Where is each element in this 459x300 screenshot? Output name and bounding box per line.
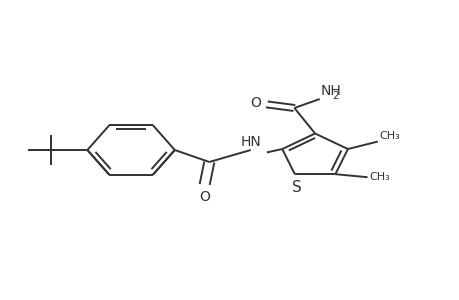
Text: HN: HN <box>240 134 261 148</box>
Text: S: S <box>291 180 302 195</box>
Text: CH₃: CH₃ <box>378 130 399 141</box>
Text: O: O <box>199 190 210 204</box>
Text: O: O <box>250 96 261 110</box>
Text: NH: NH <box>320 83 341 98</box>
Text: 2: 2 <box>332 91 338 101</box>
Text: CH₃: CH₃ <box>368 172 389 182</box>
